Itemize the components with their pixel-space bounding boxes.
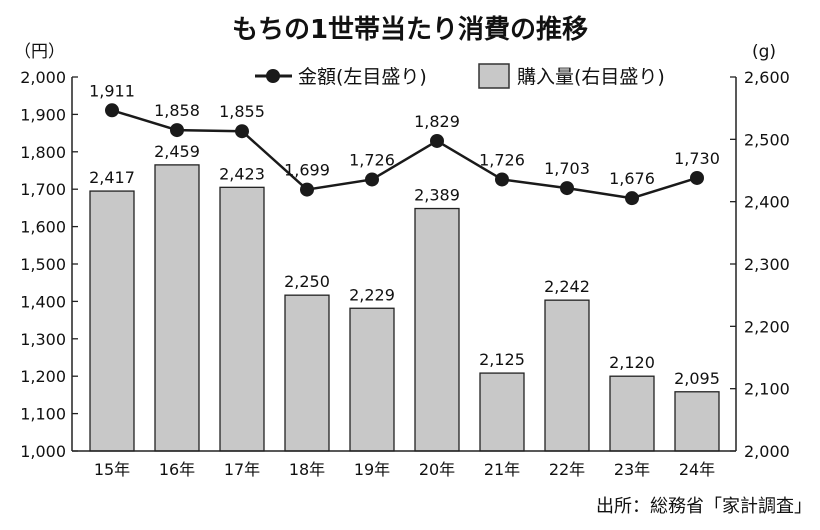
- legend-bar-swatch: [478, 63, 510, 89]
- bar-data-label: 2,423: [219, 164, 265, 183]
- bar-data-label: 2,229: [349, 285, 395, 304]
- x-tick-label: 22年: [549, 460, 585, 479]
- legend: 金額(左目盛り) 購入量(右目盛り): [255, 63, 665, 89]
- left-tick-label: 1,100: [20, 405, 66, 424]
- bar-data-label: 2,250: [284, 272, 330, 291]
- legend-label-amount: 金額(左目盛り): [298, 66, 427, 88]
- x-tick-label: 15年: [94, 460, 130, 479]
- x-tick-label: 19年: [354, 460, 390, 479]
- x-tick-label: 20年: [419, 460, 455, 479]
- amount-point: [690, 170, 704, 185]
- left-tick-label: 1,200: [20, 367, 66, 386]
- x-tick-label: 21年: [484, 460, 520, 479]
- bar: [414, 207, 460, 452]
- amount-data-label: 1,911: [89, 81, 135, 100]
- amount-data-label: 1,726: [479, 150, 525, 169]
- x-tick-label: 17年: [224, 460, 260, 479]
- bar-data-label: 2,389: [414, 186, 460, 205]
- plot-area: 2,417 2,459 2,423 2,250 2,229 2,389 2,125 2,242…: [20, 68, 790, 479]
- amount-data-label: 1,829: [414, 112, 460, 131]
- bar: [674, 391, 720, 452]
- left-tick-label: 1,900: [20, 105, 66, 124]
- amount-point: [105, 103, 119, 118]
- amount-point: [235, 124, 249, 139]
- chart-title: もちの1世帯当たり消費の推移: [232, 15, 588, 45]
- bar-data-label: 2,125: [479, 350, 525, 369]
- left-tick-label: 1,600: [20, 218, 66, 237]
- amount-point: [300, 182, 314, 197]
- right-tick-label: 2,000: [744, 442, 790, 461]
- x-tick-label: 23年: [614, 460, 650, 479]
- left-tick-label: 1,400: [20, 292, 66, 311]
- amount-point: [170, 123, 184, 138]
- left-tick-label: 1,300: [20, 330, 66, 349]
- amount-point: [495, 172, 509, 187]
- amount-data-label: 1,703: [544, 159, 590, 178]
- bar: [349, 307, 395, 452]
- right-tick-label: 2,300: [744, 255, 790, 274]
- bar: [154, 164, 200, 452]
- amount-point: [430, 133, 444, 148]
- legend-label-quantity: 購入量(右目盛り): [517, 66, 665, 88]
- left-tick-label: 2,000: [20, 68, 66, 87]
- amount-line: [111, 109, 698, 200]
- bar-data-label: 2,095: [674, 369, 720, 388]
- amount-data-label: 1,676: [609, 169, 655, 188]
- bar-data-label: 2,417: [89, 168, 135, 187]
- legend-marker-icon: [266, 69, 280, 83]
- amount-point: [625, 191, 639, 206]
- bar: [89, 190, 135, 452]
- bar: [284, 294, 330, 452]
- bar-data-label: 2,459: [154, 142, 200, 161]
- bar: [219, 186, 265, 452]
- right-tick-label: 2,100: [744, 380, 790, 399]
- amount-point: [560, 181, 574, 196]
- amount-data-label: 1,855: [219, 102, 265, 121]
- x-tick-label: 24年: [679, 460, 715, 479]
- amount-data-label: 1,699: [284, 161, 330, 180]
- amount-point: [365, 172, 379, 187]
- right-axis-unit: (g): [752, 42, 776, 62]
- amount-data-label: 1,726: [349, 150, 395, 169]
- amount-data-label: 1,858: [154, 101, 200, 120]
- left-tick-label: 1,700: [20, 180, 66, 199]
- left-tick-label: 1,500: [20, 255, 66, 274]
- right-tick-label: 2,500: [744, 130, 790, 149]
- source-note: 出所：総務省「家計調査」: [596, 496, 812, 517]
- left-tick-label: 1,800: [20, 143, 66, 162]
- bar-data-label: 2,242: [544, 277, 590, 296]
- right-tick-label: 2,200: [744, 317, 790, 336]
- bar: [544, 299, 590, 452]
- right-tick-label: 2,400: [744, 193, 790, 212]
- left-axis-unit: （円）: [14, 42, 65, 62]
- right-tick-label: 2,600: [744, 68, 790, 87]
- bar-data-label: 2,120: [609, 353, 655, 372]
- left-tick-label: 1,000: [20, 442, 66, 461]
- bar: [479, 372, 525, 452]
- bar: [609, 375, 655, 452]
- x-tick-label: 16年: [159, 460, 195, 479]
- x-tick-label: 18年: [289, 460, 325, 479]
- amount-data-label: 1,730: [674, 149, 720, 168]
